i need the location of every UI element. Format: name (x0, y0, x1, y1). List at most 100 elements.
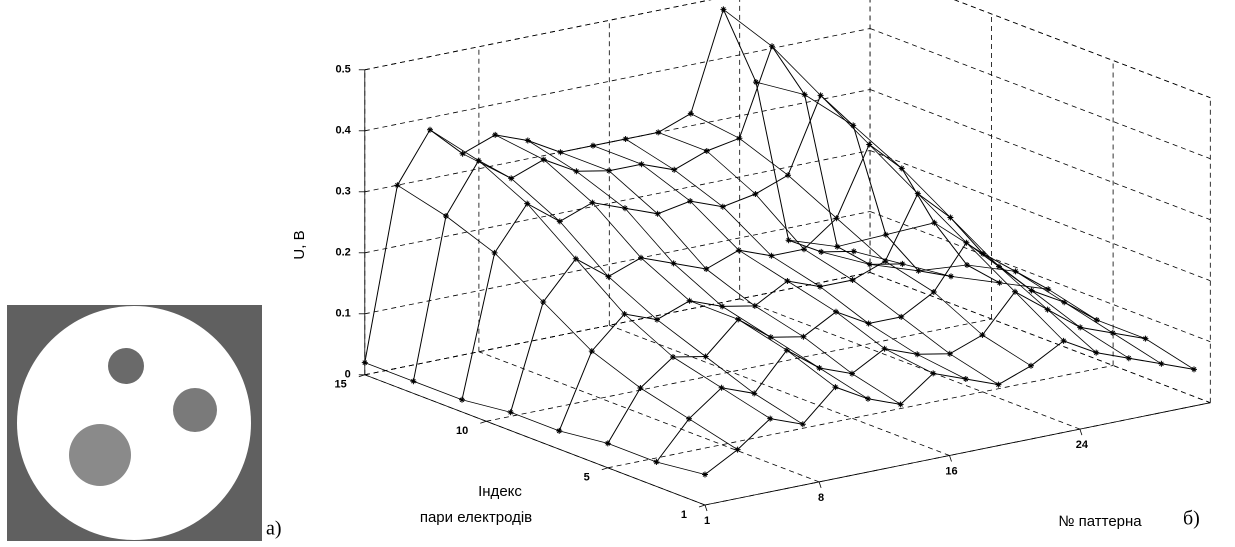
data-point (459, 396, 465, 403)
mesh-column (721, 306, 772, 338)
data-point (996, 263, 1002, 270)
grid-line (953, 0, 1211, 99)
mesh-row (461, 94, 952, 400)
mesh-column (656, 461, 706, 475)
data-point (751, 302, 758, 309)
z-tick-label: 0.4 (336, 125, 352, 137)
mesh-column (837, 234, 886, 247)
mesh-column (705, 268, 756, 307)
data-point (769, 43, 775, 50)
data-point (622, 205, 628, 212)
mesh-column (559, 430, 608, 444)
data-point (572, 255, 579, 262)
mesh-column (1014, 291, 1064, 342)
data-point (734, 446, 741, 453)
mesh-column (771, 46, 821, 96)
data-point (899, 260, 906, 267)
mesh-column (689, 300, 739, 320)
data-point (638, 254, 644, 261)
data-point (475, 157, 482, 164)
mesh-column (999, 282, 1049, 290)
data-point (719, 203, 726, 210)
mesh-column (688, 418, 738, 450)
z-axis-label: U, B (291, 230, 308, 259)
tick-mark (601, 467, 608, 471)
x-tick-label: 24 (1076, 439, 1089, 451)
mesh-column (722, 206, 772, 257)
grid-line (609, 324, 950, 456)
data-point (980, 250, 986, 257)
mesh-column (998, 266, 1048, 310)
data-point (1158, 360, 1165, 367)
y-axis-label: пари електродів (420, 509, 532, 526)
data-point (653, 459, 660, 465)
data-point (1109, 330, 1116, 336)
mesh-column (689, 200, 740, 251)
data-point (605, 273, 612, 280)
mesh-column (803, 336, 853, 374)
mesh-column (1015, 271, 1065, 303)
mesh-column (462, 153, 512, 179)
data-point (801, 246, 807, 253)
data-point (508, 175, 515, 182)
data-point (540, 156, 547, 163)
data-point (768, 252, 775, 259)
data-point (964, 262, 970, 268)
y-tick-label: 5 (584, 472, 590, 484)
back-edge (364, 0, 712, 71)
mesh-column (1112, 332, 1162, 365)
mesh-column (543, 159, 593, 203)
tick-mark (949, 455, 952, 462)
data-point (735, 316, 742, 323)
x-tick-label: 16 (945, 465, 957, 477)
data-point (443, 213, 449, 219)
mesh-column (982, 334, 1032, 367)
data-point (703, 148, 710, 154)
mesh-column (901, 168, 951, 218)
z-tick-label: 0.2 (336, 247, 351, 259)
data-point (1077, 324, 1084, 331)
mesh-column (413, 380, 463, 401)
data-point (459, 150, 466, 157)
grid-line (364, 150, 871, 254)
mesh-column (723, 9, 773, 47)
data-point (410, 378, 417, 385)
mesh-column (690, 113, 740, 139)
data-point (1012, 288, 1018, 295)
mesh-row (412, 45, 903, 382)
mesh-column (868, 323, 918, 355)
data-point (687, 110, 694, 117)
mesh-column (753, 393, 804, 425)
mesh-column (624, 313, 674, 358)
mesh-column (738, 249, 788, 282)
mesh-column (607, 443, 657, 463)
mesh-column (900, 316, 951, 355)
data-point (930, 370, 937, 377)
mesh-column (966, 264, 1016, 272)
mesh-column (592, 202, 642, 259)
mesh-column (852, 125, 903, 169)
mesh-column (821, 251, 870, 265)
y-tick-label: 10 (456, 425, 468, 437)
mesh-column (510, 178, 561, 222)
grid-line (364, 0, 712, 71)
panel-label: а) (266, 518, 282, 540)
mesh-column (819, 367, 869, 400)
inclusion (108, 348, 144, 384)
data-point (784, 278, 791, 284)
data-point (801, 91, 808, 98)
data-point (736, 135, 743, 142)
mesh-column (658, 132, 707, 152)
data-point (1028, 287, 1035, 294)
y-tick-label: 1 (681, 509, 687, 521)
mesh-column (445, 215, 495, 254)
mesh-column (836, 217, 886, 262)
mesh-column (869, 264, 919, 272)
mesh-column (640, 257, 690, 302)
mesh-column (770, 336, 820, 369)
data-point (816, 365, 823, 371)
mesh-row (510, 143, 1000, 413)
data-point (767, 415, 774, 422)
mesh-row (364, 7, 854, 363)
mesh-column (624, 207, 674, 264)
